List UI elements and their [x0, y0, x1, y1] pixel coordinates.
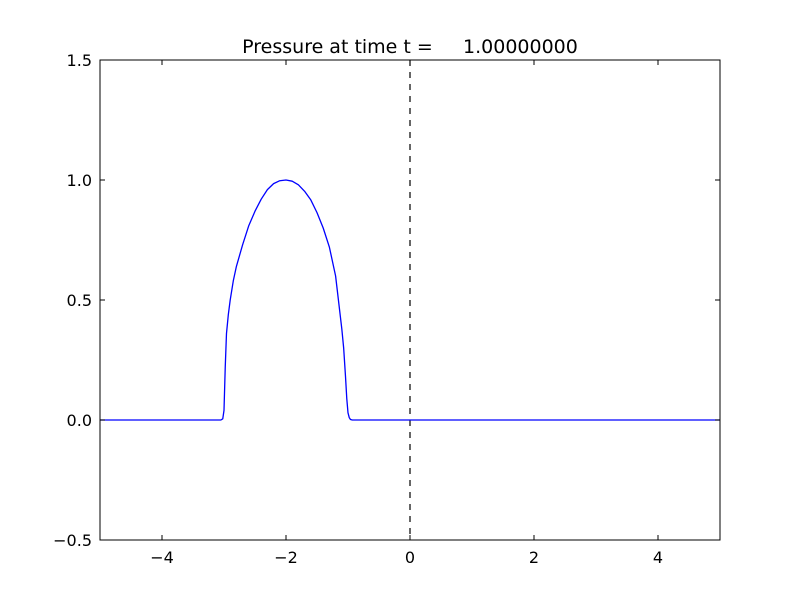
- y-tick-label: −0.5: [53, 531, 92, 550]
- x-tick-label: −2: [274, 548, 298, 567]
- y-tick-label: 1.5: [67, 51, 92, 70]
- x-tick-label: −4: [150, 548, 174, 567]
- series-layer: [100, 179, 720, 421]
- y-tick-label: 1.0: [67, 171, 92, 190]
- y-tick-label: 0.0: [67, 411, 92, 430]
- x-tick-label: 4: [653, 548, 663, 567]
- axis-ticks: [100, 59, 720, 541]
- axis-tick-labels: −4 −2 0 2 4 −0.5 0.0 0.5 1.0 1.5: [53, 51, 663, 567]
- x-tick-label: 2: [529, 548, 539, 567]
- x-tick-label: 0: [405, 548, 415, 567]
- y-tick-label: 0.5: [67, 291, 92, 310]
- pressure-series-line: [100, 179, 720, 421]
- chart-title: Pressure at time t = 1.00000000: [242, 36, 578, 58]
